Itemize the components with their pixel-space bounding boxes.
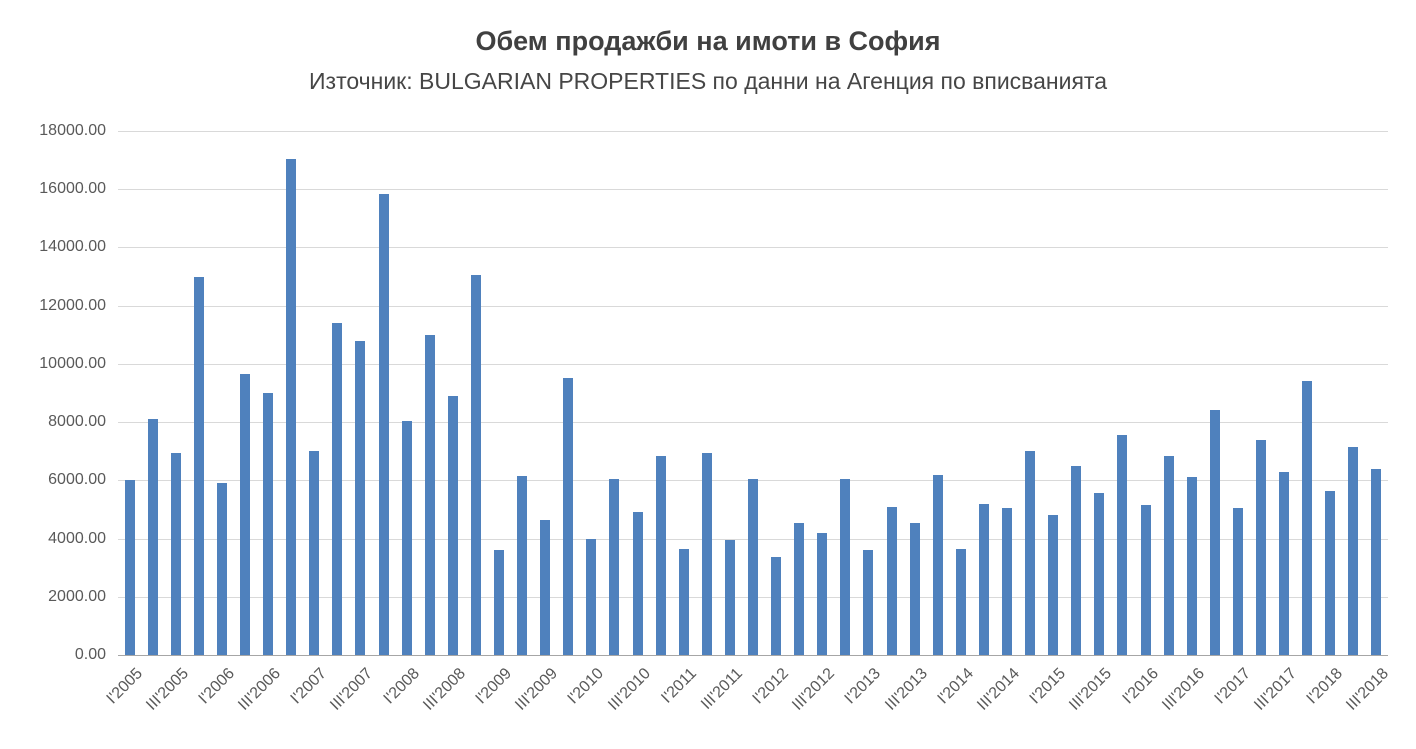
bar-IV'2015: [1117, 435, 1128, 655]
bar-II'2012: [794, 522, 805, 655]
plot-area: [118, 131, 1388, 656]
bar-I'2012: [771, 557, 782, 655]
y-axis-tick-label: 6000.00: [48, 471, 106, 489]
bar-I'2014: [955, 548, 966, 655]
gridline: [118, 131, 1388, 132]
bar-II'2009: [517, 475, 528, 655]
bar-III'2008: [447, 395, 458, 655]
gridline: [118, 247, 1388, 249]
y-axis-tick-label: 12000.00: [39, 296, 106, 314]
bar-II'2013: [886, 506, 897, 655]
bar-I'2016: [1140, 505, 1151, 655]
y-axis-tick-label: 4000.00: [48, 529, 106, 547]
bar-II'2008: [424, 334, 435, 655]
bar-I'2005: [124, 480, 135, 655]
bar-III'2007: [355, 340, 366, 655]
bar-IV'2011: [748, 478, 758, 655]
bar-II'2011: [701, 452, 712, 655]
bar-I'2011: [678, 548, 689, 655]
bar-IV'2008: [470, 275, 481, 655]
bar-III'2016: [1186, 477, 1197, 655]
y-axis-tick-label: 2000.00: [48, 587, 106, 605]
bar-III'2015: [1094, 493, 1105, 655]
bar-III'2013: [909, 522, 920, 655]
chart-subtitle: Източник: BULGARIAN PROPERTIES по данни …: [309, 68, 1107, 94]
bar-II'2014: [978, 503, 989, 655]
bar-IV'2006: [286, 158, 297, 655]
y-axis-tick-label: 18000.00: [39, 122, 106, 139]
bar-II'2007: [332, 323, 343, 655]
bar-IV'2005: [193, 276, 204, 655]
bar-IV'2010: [655, 455, 666, 655]
bar-II'2015: [1071, 465, 1082, 655]
bar-IV'2016: [1209, 410, 1220, 655]
gridline: [118, 189, 1388, 191]
bar-II'2018: [1348, 446, 1359, 655]
gridline: [118, 422, 1388, 424]
chart-title: Обем продажби на имоти в София: [475, 26, 941, 56]
bar-IV'2017: [1302, 381, 1313, 655]
bar-III'2014: [1002, 508, 1012, 655]
bar-II'2010: [609, 478, 620, 655]
bar-I'2006: [216, 483, 227, 655]
y-axis-tick-label: 16000.00: [39, 180, 106, 198]
bar-I'2007: [309, 451, 320, 655]
bar-IV'2007: [378, 193, 389, 655]
bar-I'2009: [494, 550, 504, 655]
bar-III'2005: [170, 452, 181, 655]
bar-IV'2009: [563, 378, 574, 655]
x-axis-line: [118, 655, 1388, 656]
gridline: [118, 363, 1388, 365]
bar-IV'2014: [1025, 451, 1036, 655]
y-axis-tick-label: 8000.00: [48, 413, 106, 431]
bar-III'2010: [632, 512, 643, 655]
y-axis-tick-label: 14000.00: [39, 238, 106, 256]
bar-III'2012: [817, 532, 828, 655]
bar-III'2006: [263, 393, 274, 655]
bar-I'2018: [1325, 490, 1336, 655]
y-axis-tick-label: 10000.00: [39, 354, 106, 372]
bar-II'2016: [1163, 455, 1174, 655]
bar-I'2010: [586, 538, 597, 655]
bar-III'2018: [1371, 468, 1382, 655]
bar-III'2009: [540, 519, 551, 655]
bar-II'2005: [147, 419, 158, 655]
bar-I'2017: [1232, 508, 1243, 655]
bar-II'2017: [1256, 439, 1266, 655]
bar-IV'2012: [840, 478, 851, 655]
bar-I'2013: [863, 550, 874, 655]
bar-I'2008: [401, 420, 412, 655]
bar-III'2011: [724, 540, 735, 655]
gridline: [118, 305, 1388, 307]
bar-III'2017: [1279, 471, 1290, 655]
bar-IV'2013: [932, 474, 943, 655]
bar-I'2015: [1048, 515, 1059, 655]
bar-II'2006: [240, 374, 250, 655]
y-axis-tick-label: 0.00: [74, 646, 106, 663]
